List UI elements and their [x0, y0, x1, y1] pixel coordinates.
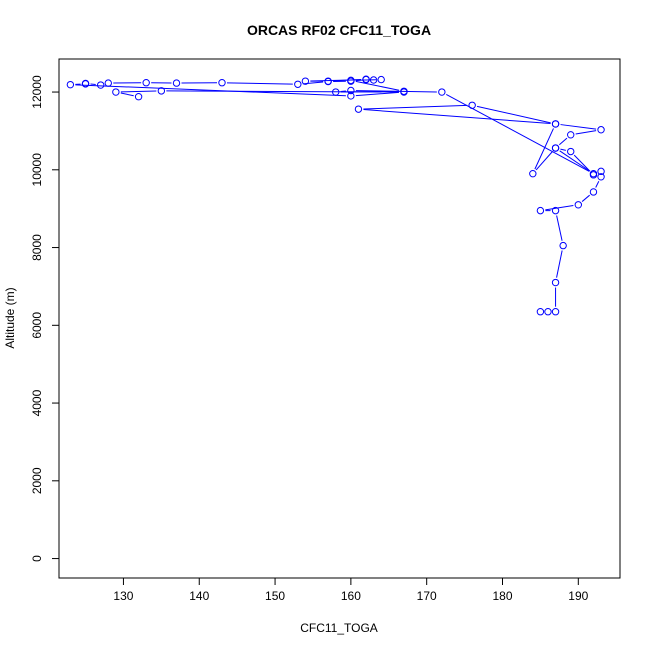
series-segment: [120, 92, 134, 97]
data-point: [301, 77, 310, 85]
series-points: [66, 75, 605, 316]
data-point: [551, 278, 560, 287]
data-point: [597, 173, 605, 181]
data-point: [369, 76, 378, 84]
data-point: [574, 201, 583, 209]
data-point: [347, 92, 355, 100]
data-point: [438, 88, 446, 96]
y-tick-label: 4000: [30, 389, 44, 416]
data-point: [377, 75, 385, 84]
y-tick-label: 8000: [30, 234, 44, 261]
data-point: [354, 105, 363, 113]
data-point: [544, 307, 552, 316]
data-point: [66, 80, 75, 89]
y-tick-label: 10000: [30, 153, 44, 187]
series-segment: [575, 130, 597, 135]
series-segment: [534, 128, 554, 170]
data-point: [468, 101, 476, 109]
series-segment: [355, 80, 400, 91]
data-point: [551, 206, 560, 215]
y-tick-label: 0: [30, 555, 44, 562]
series-lines: [75, 78, 600, 307]
x-axis-label: CFC11_TOGA: [300, 621, 378, 635]
series-segment: [355, 79, 362, 82]
x-tick-label: 160: [341, 589, 361, 603]
chart-title: ORCAS RF02 CFC11_TOGA: [247, 22, 431, 38]
series-segment: [355, 91, 399, 97]
data-point: [536, 307, 545, 316]
data-point: [142, 79, 150, 87]
data-point: [400, 88, 408, 96]
series-segment: [302, 81, 324, 85]
series-segment: [560, 124, 597, 130]
data-point: [551, 307, 560, 316]
data-point: [96, 81, 105, 89]
series-segment: [559, 137, 568, 146]
x-tick-label: 190: [568, 589, 588, 603]
plot-frame: [58, 58, 621, 579]
y-tick-label: 2000: [30, 467, 44, 494]
series-segment: [535, 151, 553, 171]
x-tick-label: 170: [417, 589, 437, 603]
series-segment: [75, 84, 346, 97]
x-axis: 130 140 150 160 170 180 190: [113, 577, 589, 603]
series-segment: [595, 181, 600, 188]
series-segment: [120, 90, 157, 93]
series-segment: [556, 250, 563, 278]
series-segment: [560, 148, 566, 151]
data-point: [104, 79, 112, 87]
series-segment: [559, 150, 590, 172]
data-point: [347, 77, 355, 85]
series-segment: [545, 205, 574, 211]
data-point: [551, 120, 560, 128]
data-point: [218, 79, 226, 87]
data-point: [589, 188, 598, 196]
data-point: [294, 80, 302, 88]
series-segment: [581, 194, 590, 202]
data-point: [134, 93, 143, 101]
series-segment: [90, 83, 96, 86]
data-point: [567, 131, 575, 139]
data-point: [551, 144, 560, 152]
data-point: [529, 169, 537, 178]
y-tick-label: 12000: [30, 75, 44, 109]
data-point: [81, 80, 90, 88]
data-point: [567, 147, 575, 156]
data-point: [324, 77, 332, 86]
data-point: [597, 167, 605, 176]
series-segment: [556, 215, 563, 241]
x-tick-label: 150: [265, 589, 285, 603]
series-segment: [310, 79, 362, 82]
data-point: [589, 169, 598, 178]
x-tick-label: 130: [113, 589, 133, 603]
series-segment: [476, 105, 551, 124]
data-point: [112, 88, 120, 96]
series-segment: [226, 82, 293, 85]
y-tick-label: 6000: [30, 312, 44, 339]
data-point: [172, 79, 181, 87]
series-segment: [573, 154, 591, 172]
data-point: [332, 88, 340, 96]
y-axis-label: Altitude (m): [3, 287, 17, 348]
x-tick-label: 140: [189, 589, 209, 603]
data-point: [559, 241, 567, 250]
data-point: [347, 86, 355, 95]
data-point: [597, 126, 605, 134]
x-tick-label: 180: [492, 589, 512, 603]
series-segment: [363, 109, 551, 125]
series-segment: [363, 104, 468, 110]
series-segment: [166, 90, 399, 93]
y-axis: 0 2000 4000 6000 8000 10000 12000: [30, 75, 60, 562]
data-point: [536, 206, 545, 215]
data-point: [362, 75, 370, 84]
data-point: [157, 87, 166, 95]
